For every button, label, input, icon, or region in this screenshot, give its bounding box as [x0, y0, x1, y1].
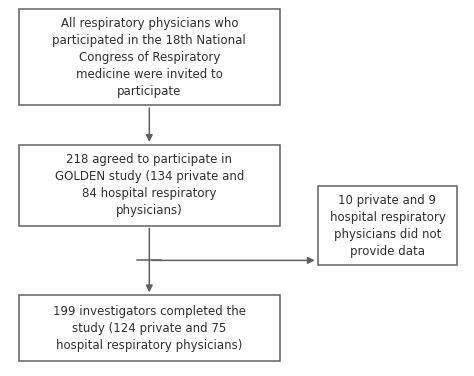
Text: All respiratory physicians who
participated in the 18th National
Congress of Res: All respiratory physicians who participa…	[53, 17, 246, 98]
Text: 218 agreed to participate in
GOLDEN study (134 private and
84 hospital respirato: 218 agreed to participate in GOLDEN stud…	[55, 153, 244, 217]
FancyBboxPatch shape	[19, 9, 280, 105]
FancyBboxPatch shape	[19, 295, 280, 361]
Text: 199 investigators completed the
study (124 private and 75
hospital respiratory p: 199 investigators completed the study (1…	[53, 305, 246, 352]
Text: 10 private and 9
hospital respiratory
physicians did not
provide data: 10 private and 9 hospital respiratory ph…	[329, 194, 446, 258]
FancyBboxPatch shape	[19, 145, 280, 226]
FancyBboxPatch shape	[318, 186, 457, 265]
